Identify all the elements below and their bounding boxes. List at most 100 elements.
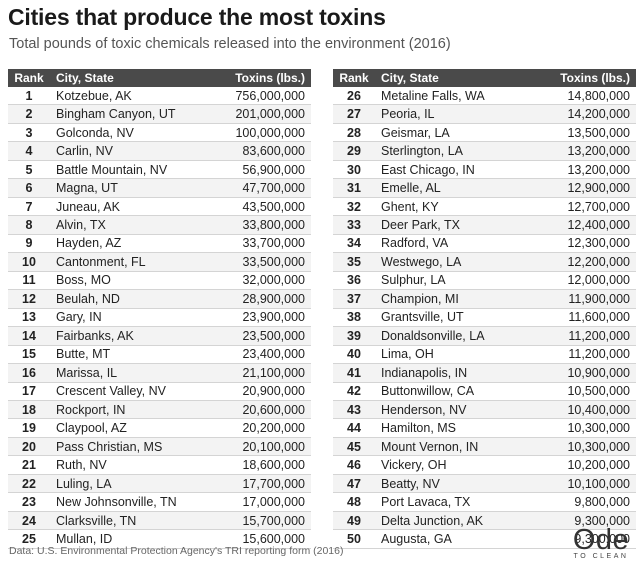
city-cell: Grantsville, UT [375, 308, 529, 328]
table-row: 3 Golconda, NV 100,000,000 [8, 123, 311, 143]
table-row: 30 East Chicago, IN 13,200,000 [333, 160, 636, 180]
toxins-cell: 15,700,000 [204, 511, 311, 531]
rank-cell: 6 [8, 178, 50, 198]
city-cell: Indianapolis, IN [375, 363, 529, 383]
rank-cell: 25 [8, 529, 50, 549]
city-cell: Radford, VA [375, 234, 529, 254]
toxins-cell: 12,000,000 [529, 271, 636, 291]
table-row: 10 Cantonment, FL 33,500,000 [8, 252, 311, 272]
table-row: 32 Ghent, KY 12,700,000 [333, 197, 636, 217]
toxins-cell: 20,600,000 [204, 400, 311, 420]
table-row: 25 Mullan, ID 15,600,000 [8, 529, 311, 549]
table-row: 21 Ruth, NV 18,600,000 [8, 455, 311, 475]
table-row: 44 Hamilton, MS 10,300,000 [333, 418, 636, 438]
table-row: 5 Battle Mountain, NV 56,900,000 [8, 160, 311, 180]
rank-cell: 48 [333, 492, 375, 512]
table-row: 34 Radford, VA 12,300,000 [333, 234, 636, 254]
toxins-cell: 13,200,000 [529, 141, 636, 161]
toxins-cell: 10,200,000 [529, 455, 636, 475]
toxins-cell: 12,200,000 [529, 252, 636, 272]
toxins-cell: 12,300,000 [529, 234, 636, 254]
rank-cell: 24 [8, 511, 50, 531]
rank-cell: 15 [8, 345, 50, 365]
toxins-cell: 10,100,000 [529, 474, 636, 494]
toxins-cell: 11,200,000 [529, 345, 636, 365]
table-row: 48 Port Lavaca, TX 9,800,000 [333, 492, 636, 512]
table-row: 14 Fairbanks, AK 23,500,000 [8, 326, 311, 346]
table-row: 13 Gary, IN 23,900,000 [8, 308, 311, 328]
brand-logo: Ode TO CLEAN [566, 525, 636, 560]
rank-cell: 13 [8, 308, 50, 328]
city-column-header: City, State [375, 69, 529, 87]
table-row: 8 Alvin, TX 33,800,000 [8, 215, 311, 235]
table-header-row: Rank City, State Toxins (lbs.) [333, 69, 636, 87]
city-cell: Pass Christian, MS [50, 437, 204, 457]
rank-cell: 32 [333, 197, 375, 217]
rank-cell: 16 [8, 363, 50, 383]
table-row: 22 Luling, LA 17,700,000 [8, 474, 311, 494]
logo-tagline: TO CLEAN [573, 553, 629, 560]
toxins-cell: 17,000,000 [204, 492, 311, 512]
city-cell: Port Lavaca, TX [375, 492, 529, 512]
toxins-cell: 14,200,000 [529, 104, 636, 124]
table-row: 33 Deer Park, TX 12,400,000 [333, 215, 636, 235]
city-cell: New Johnsonville, TN [50, 492, 204, 512]
city-cell: Metaline Falls, WA [375, 87, 529, 106]
table-row: 37 Champion, MI 11,900,000 [333, 289, 636, 309]
table-row: 42 Buttonwillow, CA 10,500,000 [333, 382, 636, 401]
chart-title: Cities that produce the most toxins [8, 4, 386, 30]
table-row: 16 Marissa, IL 21,100,000 [8, 363, 311, 383]
toxins-cell: 20,900,000 [204, 382, 311, 401]
rank-cell: 23 [8, 492, 50, 512]
table-row: 1 Kotzebue, AK 756,000,000 [8, 87, 311, 106]
rank-cell: 31 [333, 178, 375, 198]
toxins-cell: 756,000,000 [204, 87, 311, 106]
rank-cell: 42 [333, 382, 375, 401]
toxins-cell: 18,600,000 [204, 455, 311, 475]
city-cell: Donaldsonville, LA [375, 326, 529, 346]
rank-cell: 7 [8, 197, 50, 217]
toxins-cell: 23,500,000 [204, 326, 311, 346]
chart-subtitle: Total pounds of toxic chemicals released… [9, 36, 451, 52]
city-cell: Sterlington, LA [375, 141, 529, 161]
table-row: 6 Magna, UT 47,700,000 [8, 178, 311, 198]
toxins-cell: 9,300,000 [529, 529, 636, 549]
rank-cell: 39 [333, 326, 375, 346]
city-cell: Bingham Canyon, UT [50, 104, 204, 124]
city-column-header: City, State [50, 69, 204, 87]
city-cell: Ghent, KY [375, 197, 529, 217]
toxins-cell: 13,500,000 [529, 123, 636, 143]
city-cell: Ruth, NV [50, 455, 204, 475]
city-cell: Battle Mountain, NV [50, 160, 204, 180]
table-header-row: Rank City, State Toxins (lbs.) [8, 69, 311, 87]
table-row: 18 Rockport, IN 20,600,000 [8, 400, 311, 420]
city-cell: Westwego, LA [375, 252, 529, 272]
city-cell: Boss, MO [50, 271, 204, 291]
city-cell: Juneau, AK [50, 197, 204, 217]
toxins-cell: 33,700,000 [204, 234, 311, 254]
toxins-cell: 11,200,000 [529, 326, 636, 346]
rank-cell: 2 [8, 104, 50, 124]
city-cell: Cantonment, FL [50, 252, 204, 272]
city-cell: Delta Junction, AK [375, 511, 529, 531]
rank-cell: 28 [333, 123, 375, 143]
rank-cell: 34 [333, 234, 375, 254]
toxins-cell: 32,000,000 [204, 271, 311, 291]
city-cell: Geismar, LA [375, 123, 529, 143]
toxins-cell: 28,900,000 [204, 289, 311, 309]
toxins-cell: 15,600,000 [204, 529, 311, 549]
toxins-cell: 33,800,000 [204, 215, 311, 235]
table-row: 20 Pass Christian, MS 20,100,000 [8, 437, 311, 457]
table-row: 7 Juneau, AK 43,500,000 [8, 197, 311, 217]
city-cell: Mount Vernon, IN [375, 437, 529, 457]
table-row: 28 Geismar, LA 13,500,000 [333, 123, 636, 143]
toxins-cell: 9,800,000 [529, 492, 636, 512]
toxins-cell: 10,400,000 [529, 400, 636, 420]
city-cell: Buttonwillow, CA [375, 382, 529, 401]
toxins-cell: 10,900,000 [529, 363, 636, 383]
rank-cell: 29 [333, 141, 375, 161]
rank-cell: 33 [333, 215, 375, 235]
table-row: 24 Clarksville, TN 15,700,000 [8, 511, 311, 531]
ranking-table-left: Rank City, State Toxins (lbs.) 1 Kotzebue… [8, 69, 311, 549]
toxins-column-header: Toxins (lbs.) [529, 69, 636, 87]
